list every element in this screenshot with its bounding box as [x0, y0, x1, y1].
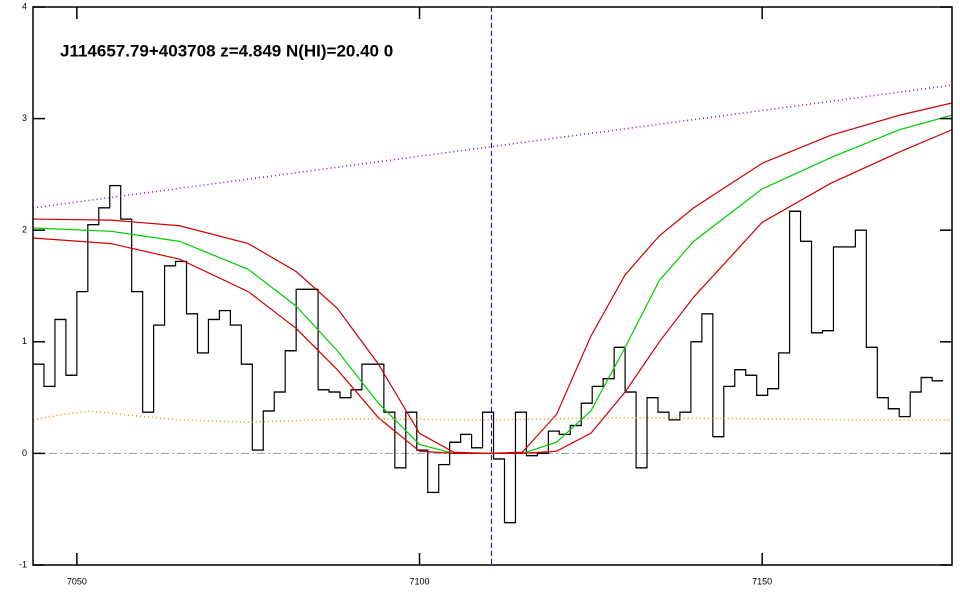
dotted-curve [33, 84, 952, 209]
y-tick-label: 4 [22, 1, 27, 11]
y-tick-label: -1 [19, 559, 27, 569]
x-tick-label: 7100 [409, 576, 429, 586]
series [33, 84, 952, 209]
x-tick-label: 7050 [67, 576, 87, 586]
chart-title: J114657.79+403708 z=4.849 N(HI)=20.40 0 [60, 41, 393, 60]
y-tick-label: 3 [22, 113, 27, 123]
plot-frame [32, 6, 953, 566]
y-tick-label: 1 [22, 336, 27, 346]
y-tick-label: 2 [22, 225, 27, 235]
series [33, 184, 944, 524]
y-tick-label: 0 [22, 448, 27, 458]
series [33, 129, 952, 454]
x-tick-label: 7150 [752, 576, 772, 586]
fit-curve [33, 129, 952, 454]
